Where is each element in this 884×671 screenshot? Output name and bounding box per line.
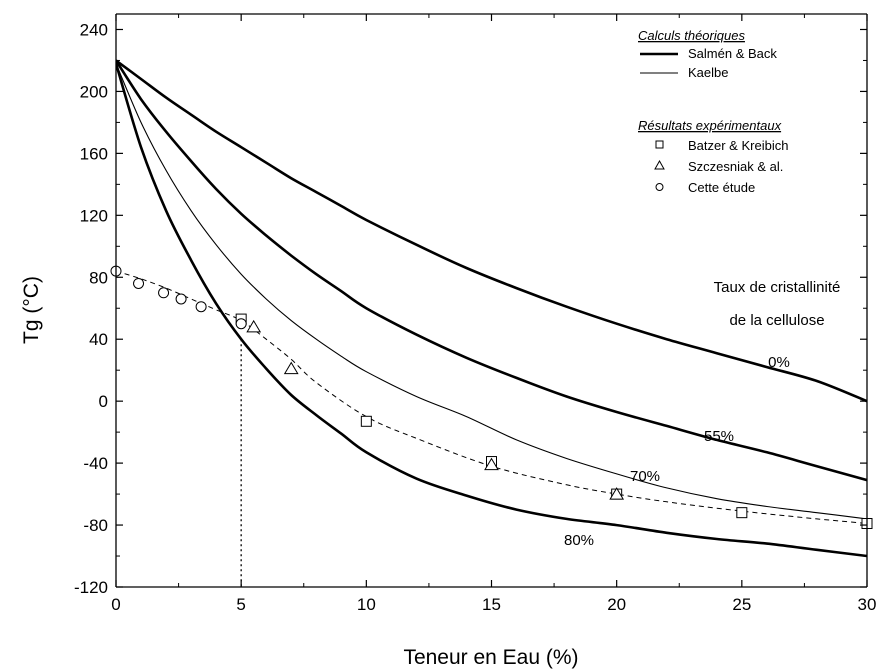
x-tick-label: 10 (357, 595, 376, 614)
marker-circle-4 (195, 301, 207, 313)
y-tick-label: 160 (80, 144, 108, 163)
marker-circle-5 (235, 318, 247, 330)
marker-triangle-1 (283, 361, 299, 375)
y-tick-label: -120 (74, 578, 108, 597)
curve-55pct (116, 59, 867, 482)
y-tick-label: 200 (80, 82, 108, 101)
curve-80pct (116, 63, 867, 558)
marker-triangle-2 (484, 457, 499, 471)
annotations: Taux de cristallinité de la cellulose 0%… (564, 279, 840, 549)
legend-label-experimental: Batzer & Kreibich (688, 138, 788, 153)
annotation-cristallinity-line1: Taux de cristallinité (714, 279, 841, 296)
marker-circle-3 (175, 293, 187, 305)
annotation-70pct: 70% (630, 468, 660, 485)
x-tick-label: 25 (732, 595, 751, 614)
legend-label-theory: Salmén & Back (688, 46, 777, 61)
legend-header-theory: Calculs théoriques (638, 28, 745, 43)
marker-square-4 (736, 507, 748, 519)
curve-70pct (116, 63, 867, 520)
marker-triangle-3 (609, 487, 625, 500)
annotation-cristallinity-line2: de la cellulose (729, 312, 824, 329)
x-tick-label: 5 (236, 595, 245, 614)
annotation-80pct: 80% (564, 532, 594, 549)
curve-0pct (116, 59, 867, 403)
fit-line-dashed (116, 270, 867, 524)
x-tick-label: 0 (111, 595, 120, 614)
y-tick-label: 40 (89, 330, 108, 349)
annotation-55pct: 55% (704, 428, 734, 445)
annotation-0pct: 0% (768, 354, 790, 371)
y-tick-label: 240 (80, 20, 108, 39)
marker-triangle-0 (246, 319, 262, 333)
x-axis-title: Teneur en Eau (%) (403, 646, 578, 669)
legend-marker-triangle (654, 159, 665, 170)
y-tick-label: 120 (80, 206, 108, 225)
legend-marker-circle (655, 183, 664, 191)
x-tick-label: 20 (607, 595, 626, 614)
axes-layer: 0 5 10 15 20 25 30 -120 -80 -40 0 40 80 120 160 200 240 (74, 13, 877, 614)
y-tick-label: 0 (99, 392, 108, 411)
curves-layer (116, 59, 867, 587)
markers-layer (110, 265, 873, 530)
x-tick-label: 15 (482, 595, 501, 614)
marker-circle-1 (133, 277, 145, 289)
y-tick-label: 80 (89, 268, 108, 287)
legend-label-theory: Kaelbe (688, 65, 728, 80)
marker-square-1 (360, 415, 372, 427)
y-tick-label: -40 (83, 454, 108, 473)
y-tick-label: -80 (83, 516, 108, 535)
y-axis-title: Tg (°C) (20, 276, 43, 344)
legend-marker-square (655, 140, 664, 149)
x-tick-label: 30 (858, 595, 877, 614)
legend-label-experimental: Cette étude (688, 180, 755, 195)
legend-label-experimental: Szczesniak & al. (688, 159, 783, 174)
marker-circle-2 (158, 287, 170, 299)
legend: Calculs théoriques Salmén & Back Kaelbe Rés… (638, 28, 788, 195)
legend-header-experimental: Résultats expérimentaux (638, 118, 782, 133)
